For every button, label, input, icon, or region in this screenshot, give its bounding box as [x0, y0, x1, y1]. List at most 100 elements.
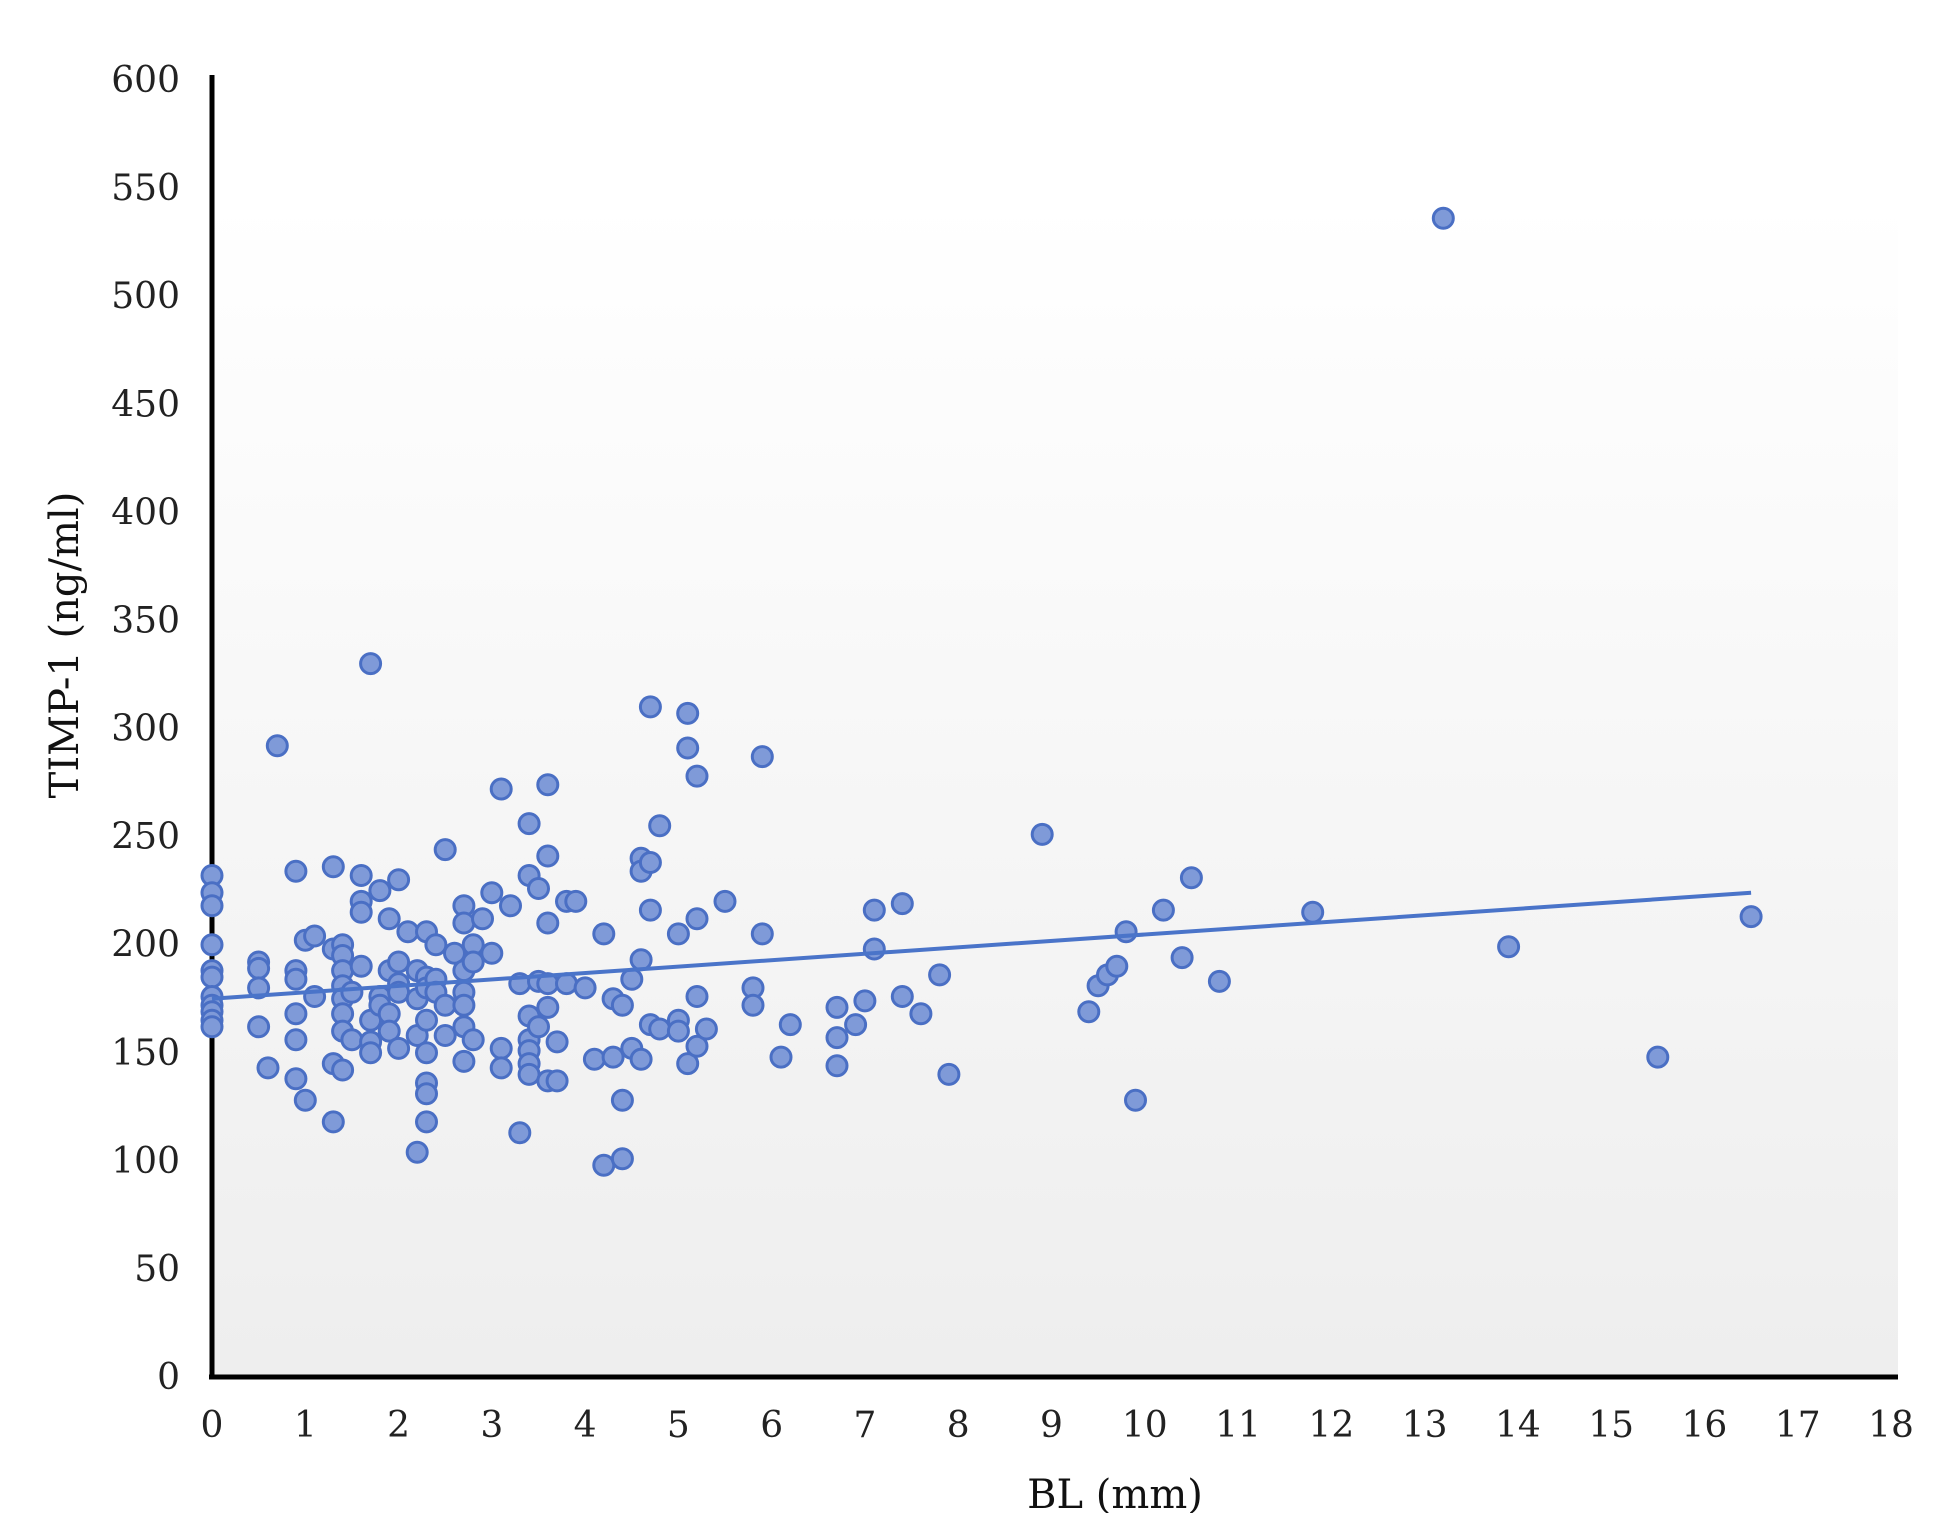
- scatter-point: [862, 937, 886, 961]
- scatter-point: [778, 1013, 802, 1037]
- scatter-point: [536, 911, 560, 935]
- scatter-point: [741, 993, 765, 1017]
- scatter-point: [629, 1047, 653, 1071]
- y-tick-label: 500: [111, 276, 180, 317]
- scatter-point: [1497, 935, 1521, 959]
- scatter-point: [1151, 898, 1175, 922]
- y-tick-label: 50: [134, 1249, 180, 1290]
- scatter-point: [359, 1041, 383, 1065]
- scatter-point: [601, 1045, 625, 1069]
- scatter-point: [284, 859, 308, 883]
- x-tick-label: 15: [1588, 1405, 1634, 1446]
- y-tick-label: 550: [111, 168, 180, 209]
- scatter-point: [694, 1017, 718, 1041]
- scatter-point: [331, 1058, 355, 1082]
- scatter-point: [844, 1013, 868, 1037]
- x-tick-label: 18: [1868, 1405, 1914, 1446]
- scatter-point: [284, 967, 308, 991]
- scatter-point: [461, 950, 485, 974]
- scatter-point: [387, 950, 411, 974]
- scatter-point: [433, 993, 457, 1017]
- x-tick-label: 13: [1402, 1405, 1448, 1446]
- scatter-point: [321, 855, 345, 879]
- y-tick-label: 250: [111, 817, 180, 858]
- scatter-point: [937, 1062, 961, 1086]
- scatter-point: [610, 993, 634, 1017]
- scatter-point: [303, 924, 327, 948]
- scatter-point: [536, 773, 560, 797]
- data-points: [200, 206, 1763, 1177]
- scatter-point: [825, 995, 849, 1019]
- scatter-point: [666, 922, 690, 946]
- scatter-point: [592, 1153, 616, 1177]
- y-tick-label: 300: [111, 709, 180, 750]
- scatter-point: [853, 989, 877, 1013]
- scatter-point: [1105, 954, 1129, 978]
- scatter-point: [452, 911, 476, 935]
- scatter-point: [517, 1062, 541, 1086]
- scatter-point: [1170, 946, 1194, 970]
- scatter-point: [321, 1110, 345, 1134]
- scatter-point: [461, 1028, 485, 1052]
- scatter-point: [359, 652, 383, 676]
- scatter-point: [415, 1041, 438, 1065]
- scatter-point: [284, 1028, 308, 1052]
- scatter-point: [405, 1140, 429, 1164]
- scatter-point: [676, 1052, 700, 1076]
- scatter-point: [424, 933, 448, 957]
- scatter-point: [536, 995, 560, 1019]
- scatter-point: [610, 1088, 634, 1112]
- scatter-point: [928, 963, 952, 987]
- scatter-point: [247, 1015, 271, 1039]
- scatter-point: [349, 954, 373, 978]
- scatter-point: [1431, 206, 1455, 230]
- scatter-point: [1179, 866, 1203, 890]
- scatter-point: [1124, 1088, 1147, 1112]
- scatter-point: [489, 777, 513, 801]
- scatter-point: [377, 907, 401, 931]
- x-tick-label: 4: [574, 1405, 597, 1446]
- x-tick-label: 2: [387, 1405, 410, 1446]
- x-tick-label: 9: [1040, 1405, 1063, 1446]
- scatter-point: [387, 1036, 411, 1060]
- scatter-point: [517, 812, 541, 836]
- y-tick-label: 200: [111, 925, 180, 966]
- scatter-point: [499, 894, 522, 918]
- scatter-point: [489, 1056, 513, 1080]
- scatter-point: [433, 1024, 457, 1047]
- scatter-point: [471, 907, 494, 931]
- x-axis-ticks: 0 1 2 3 4 5 6 7 8 9 10 11 12 13 14 15 16 17 18: [201, 1405, 1914, 1446]
- scatter-point: [862, 898, 886, 922]
- x-tick-label: 7: [853, 1405, 876, 1446]
- scatter-point: [1301, 900, 1325, 924]
- scatter-point: [638, 898, 662, 922]
- scatter-point: [527, 877, 550, 900]
- scatter-point: [200, 933, 224, 957]
- scatter-point: [284, 1067, 308, 1091]
- scatter-point: [685, 985, 709, 1008]
- scatter-point: [527, 1015, 550, 1039]
- scatter-point: [396, 920, 420, 944]
- x-tick-label: 14: [1495, 1405, 1541, 1446]
- y-tick-label: 150: [111, 1033, 180, 1074]
- scatter-point: [340, 1028, 364, 1052]
- scatter-point: [713, 889, 737, 913]
- scatter-point: [256, 1056, 280, 1080]
- scatter-point: [415, 1082, 438, 1106]
- scatter-point: [284, 1002, 308, 1026]
- scatter-point: [666, 1019, 690, 1043]
- scatter-point: [452, 993, 476, 1017]
- scatter-point: [452, 1049, 476, 1073]
- scatter-point: [610, 1147, 634, 1171]
- scatter-point: [200, 965, 224, 989]
- scatter-point: [1646, 1045, 1670, 1069]
- scatter-point: [480, 881, 504, 905]
- scatter-point: [545, 1030, 569, 1054]
- scatter-point: [265, 734, 289, 758]
- scatter-point: [200, 1015, 224, 1039]
- scatter-point: [592, 922, 616, 946]
- x-tick-label: 12: [1308, 1405, 1354, 1446]
- scatter-point: [247, 956, 271, 980]
- scatter-point: [648, 1017, 672, 1041]
